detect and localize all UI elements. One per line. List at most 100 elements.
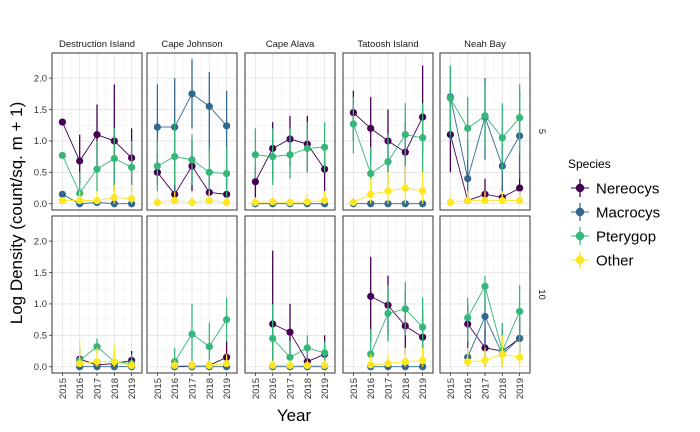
data-point bbox=[188, 156, 196, 164]
x-tick-label: 2015 bbox=[446, 378, 457, 399]
strip-label-site: Destruction Island bbox=[59, 39, 135, 50]
panel-neah-bay-10 bbox=[439, 215, 531, 374]
data-point bbox=[349, 120, 357, 128]
panel-tatoosh-island-5 bbox=[342, 52, 434, 211]
strip-label-site: Neah Bay bbox=[464, 39, 506, 50]
strip-label-site: Tatoosh Island bbox=[357, 39, 418, 50]
series-other bbox=[171, 354, 231, 370]
data-point bbox=[153, 162, 161, 170]
data-point bbox=[93, 165, 101, 173]
data-point bbox=[401, 184, 409, 192]
data-point bbox=[205, 361, 213, 370]
data-point bbox=[223, 122, 231, 130]
x-tick-label: 2015 bbox=[153, 378, 164, 399]
data-point bbox=[188, 330, 196, 338]
x-tick-label: 2016 bbox=[463, 378, 474, 399]
series-other bbox=[76, 341, 136, 370]
data-point bbox=[516, 184, 524, 192]
y-tick-label: 2.0 bbox=[34, 236, 47, 247]
panel-destruction-island-10 bbox=[51, 215, 143, 374]
data-point bbox=[76, 359, 84, 368]
panel-border bbox=[439, 52, 531, 211]
x-tick-label: 2015 bbox=[58, 378, 69, 399]
data-point bbox=[251, 178, 259, 186]
data-point bbox=[446, 94, 454, 102]
data-point bbox=[58, 151, 66, 159]
data-point bbox=[286, 353, 294, 361]
data-point bbox=[401, 131, 409, 139]
legend-item-macrocys: Macrocys bbox=[571, 203, 660, 222]
series-pterygop bbox=[464, 275, 524, 367]
legend-marker bbox=[575, 231, 585, 241]
data-point bbox=[110, 154, 118, 163]
x-tick-label: 2018 bbox=[303, 378, 314, 399]
y-tick-label: 1.5 bbox=[34, 268, 47, 279]
legend-marker bbox=[575, 207, 585, 217]
data-point bbox=[128, 195, 136, 203]
data-point bbox=[205, 102, 213, 110]
data-point bbox=[419, 187, 427, 195]
data-point bbox=[419, 356, 427, 365]
legend-label: Pterygop bbox=[596, 229, 656, 246]
data-point bbox=[321, 196, 329, 205]
data-point bbox=[188, 198, 196, 207]
data-point bbox=[516, 114, 524, 122]
strip-label-site: Cape Johnson bbox=[161, 39, 222, 50]
data-point bbox=[269, 198, 277, 206]
data-point bbox=[153, 123, 161, 131]
data-point bbox=[481, 196, 489, 205]
data-point bbox=[481, 312, 489, 321]
data-point bbox=[498, 196, 506, 205]
data-point bbox=[464, 196, 472, 205]
x-tick-label: 2015 bbox=[251, 378, 262, 399]
x-axis-title: Year bbox=[277, 406, 312, 425]
data-point bbox=[367, 361, 375, 369]
data-point bbox=[223, 198, 231, 207]
series-other bbox=[446, 191, 524, 207]
legend-item-nereocys: Nereocys bbox=[571, 179, 659, 198]
y-tick-label: 2.0 bbox=[34, 73, 47, 84]
data-point bbox=[128, 361, 136, 370]
data-point bbox=[286, 198, 294, 207]
panel-cape-alava-5 bbox=[244, 52, 336, 211]
data-point bbox=[93, 131, 101, 139]
x-tick-label: 2018 bbox=[205, 378, 216, 399]
y-axis-title: Log Density (count/sq. m + 1) bbox=[7, 102, 26, 325]
y-tick-label: 0.5 bbox=[34, 168, 47, 179]
series-line bbox=[174, 319, 227, 362]
y-tick-label: 0.5 bbox=[34, 331, 47, 342]
series-pterygop bbox=[446, 65, 524, 173]
series-line bbox=[370, 308, 423, 355]
x-tick-label: 2016 bbox=[170, 378, 181, 399]
data-point bbox=[464, 175, 472, 183]
data-point bbox=[58, 190, 66, 198]
data-point bbox=[419, 134, 427, 142]
panels-layer: Destruction Island Cape Johnson Cape Alava… bbox=[34, 39, 547, 399]
panel-border bbox=[244, 52, 336, 211]
y-tick-label: 1.5 bbox=[34, 105, 47, 116]
data-point bbox=[286, 328, 294, 336]
panel-border bbox=[146, 52, 238, 211]
data-point bbox=[188, 361, 196, 370]
x-tick-label: 2019 bbox=[515, 378, 526, 399]
data-point bbox=[384, 158, 392, 166]
data-point bbox=[223, 169, 231, 178]
series-other bbox=[464, 335, 524, 367]
data-point bbox=[205, 168, 213, 176]
data-point bbox=[384, 187, 392, 195]
data-point bbox=[110, 193, 118, 202]
x-tick-label: 2018 bbox=[498, 378, 509, 399]
data-point bbox=[303, 144, 311, 153]
legend-item-pterygop: Pterygop bbox=[571, 227, 656, 246]
data-point bbox=[269, 361, 277, 370]
legend-label: Macrocys bbox=[596, 205, 660, 222]
x-tick-label: 2017 bbox=[93, 378, 104, 399]
data-point bbox=[171, 196, 179, 205]
data-point bbox=[128, 163, 136, 171]
data-point bbox=[251, 198, 259, 207]
data-point bbox=[269, 153, 277, 161]
data-point bbox=[188, 90, 196, 98]
data-point bbox=[76, 196, 84, 205]
data-point bbox=[464, 314, 472, 322]
